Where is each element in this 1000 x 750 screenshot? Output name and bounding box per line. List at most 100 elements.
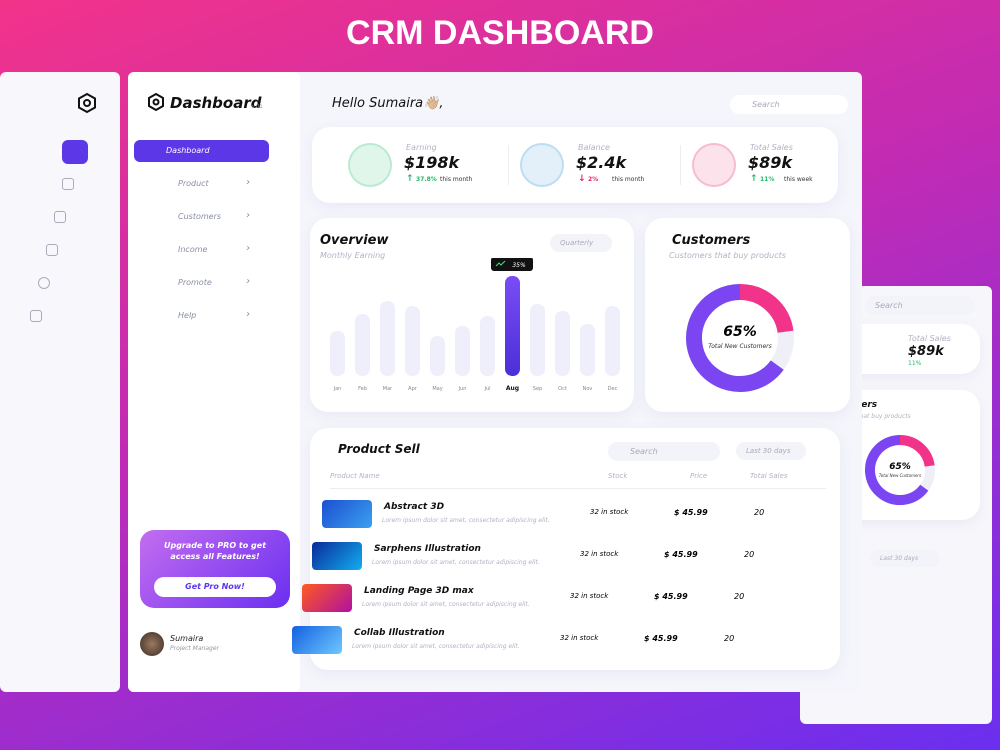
bar — [480, 316, 495, 376]
stat-change: 2% — [588, 176, 599, 183]
trend-arrow: ↑ — [406, 174, 414, 184]
products-search[interactable]: Search — [608, 442, 720, 461]
user-name: Sumaira — [170, 634, 204, 643]
chevron: › — [246, 177, 250, 188]
x-tick-label: Apr — [408, 386, 418, 392]
customers-title: Customers — [672, 233, 751, 248]
version: v.01 — [252, 104, 263, 110]
product-stock: 32 in stock — [570, 592, 609, 600]
menu-item[interactable]: Help › — [178, 309, 250, 320]
product-stock: 32 in stock — [580, 550, 619, 558]
bar — [555, 311, 570, 376]
rail-icon[interactable] — [38, 277, 50, 289]
logo-icon — [78, 92, 96, 114]
x-tick-label: Dec — [608, 386, 618, 392]
product-stock: 32 in stock — [560, 634, 599, 642]
product-thumb — [322, 500, 372, 528]
chevron: › — [246, 210, 250, 221]
column-header: Total Sales — [750, 472, 788, 480]
bar — [330, 331, 345, 376]
product-name: Abstract 3D — [384, 502, 445, 512]
product-thumb — [302, 584, 352, 612]
back-stat-label: Total Sales — [908, 334, 951, 343]
product-description: Lorem ipsum dolor sit amet, consectetur … — [352, 643, 520, 650]
product-price: $ 45.99 — [644, 634, 678, 643]
bar — [580, 324, 595, 376]
customers-card: Customers Customers that buy products 65… — [645, 218, 850, 412]
product-sales: 20 — [744, 550, 755, 559]
column-header: Stock — [608, 472, 628, 480]
menu-item[interactable]: Customers › — [178, 210, 250, 221]
trend-arrow: ↓ — [578, 174, 586, 184]
bar — [605, 306, 620, 376]
avatar — [140, 632, 164, 656]
back-customers-subtitle: Customers that buy products — [823, 413, 911, 420]
divider — [508, 145, 509, 185]
stat-icon — [520, 143, 564, 187]
customers-donut: 65% Total New Customers — [686, 284, 794, 392]
trend-arrow: ↑ — [750, 174, 758, 184]
bar — [430, 336, 445, 376]
product-sales: 20 — [734, 592, 745, 601]
rail-icon[interactable] — [30, 310, 42, 322]
rail-icon[interactable] — [62, 178, 74, 190]
stat-icon — [692, 143, 736, 187]
rail-active-icon[interactable] — [62, 140, 88, 164]
x-tick-label: Jun — [458, 386, 467, 392]
back-donut: 65%Total New Customers — [865, 435, 935, 505]
stat-period: this month — [440, 176, 473, 183]
product-price: $ 45.99 — [654, 592, 688, 601]
bar — [505, 276, 520, 376]
customers-subtitle: Customers that buy products — [669, 251, 786, 260]
product-sales: 20 — [724, 634, 735, 643]
x-tick-label: Jul — [483, 386, 490, 392]
product-thumb — [312, 542, 362, 570]
stat-change: 37.8% — [416, 176, 437, 183]
bar — [380, 301, 395, 376]
donut-caption: Total New Customers — [708, 343, 771, 350]
menu-item[interactable]: Product › — [178, 177, 250, 188]
products-title: Product Sell — [338, 442, 420, 456]
header-rule — [330, 488, 826, 489]
menu-item[interactable]: Promote › — [178, 276, 250, 287]
upgrade-button[interactable]: Get Pro Now! — [154, 577, 276, 597]
rail-icon[interactable] — [46, 244, 58, 256]
search[interactable]: Search — [730, 95, 848, 114]
back-stat-change: 11% — [908, 360, 922, 367]
x-tick-label: Aug — [506, 385, 519, 392]
overview-card: Overview Monthly Earning Quarterly Jan Fe… — [310, 218, 634, 412]
overview-title: Overview — [320, 233, 389, 248]
stat-period: this week — [784, 176, 813, 183]
product-sales: 20 — [754, 508, 765, 517]
upgrade-text: Upgrade to PRO to get access all Feature… — [163, 541, 267, 561]
product-name: Landing Page 3D max — [364, 586, 474, 596]
icon-rail — [0, 72, 120, 692]
menu-item[interactable]: Dashboard — [134, 140, 269, 162]
product-price: $ 45.99 — [674, 508, 708, 517]
overview-chart: Jan Feb Mar Apr May Jun Jul Aug 35% Sep Oct Nov Dec — [330, 258, 620, 392]
rail-icon[interactable] — [54, 211, 66, 223]
bar — [455, 326, 470, 376]
donut-value: 65% — [889, 462, 911, 472]
x-tick-label: Jan — [333, 386, 342, 392]
products-filter[interactable]: Last 30 days — [736, 442, 806, 460]
product-stock: 32 in stock — [590, 508, 629, 516]
banner-title: CRM DASHBOARD — [346, 14, 654, 52]
tooltip-label: 35% — [512, 262, 526, 269]
greeting: Hello Sumaira👋🏼, — [332, 96, 444, 111]
back-filter: Last 30 days — [870, 550, 940, 567]
tooltip — [491, 258, 533, 271]
chevron: › — [246, 243, 250, 254]
product-description: Lorem ipsum dolor sit amet, consectetur … — [372, 559, 540, 566]
stat-label: Total Sales — [750, 143, 793, 152]
x-tick-label: May — [432, 386, 442, 392]
donut-center — [877, 447, 923, 493]
stat-icon — [348, 143, 392, 187]
stat-period: this month — [612, 176, 645, 183]
product-name: Sarphens Illustration — [374, 544, 481, 554]
divider — [680, 145, 681, 185]
menu-item[interactable]: Income › — [178, 243, 250, 254]
stat-value: $198k — [404, 153, 460, 172]
overview-filter[interactable]: Quarterly — [550, 234, 612, 252]
